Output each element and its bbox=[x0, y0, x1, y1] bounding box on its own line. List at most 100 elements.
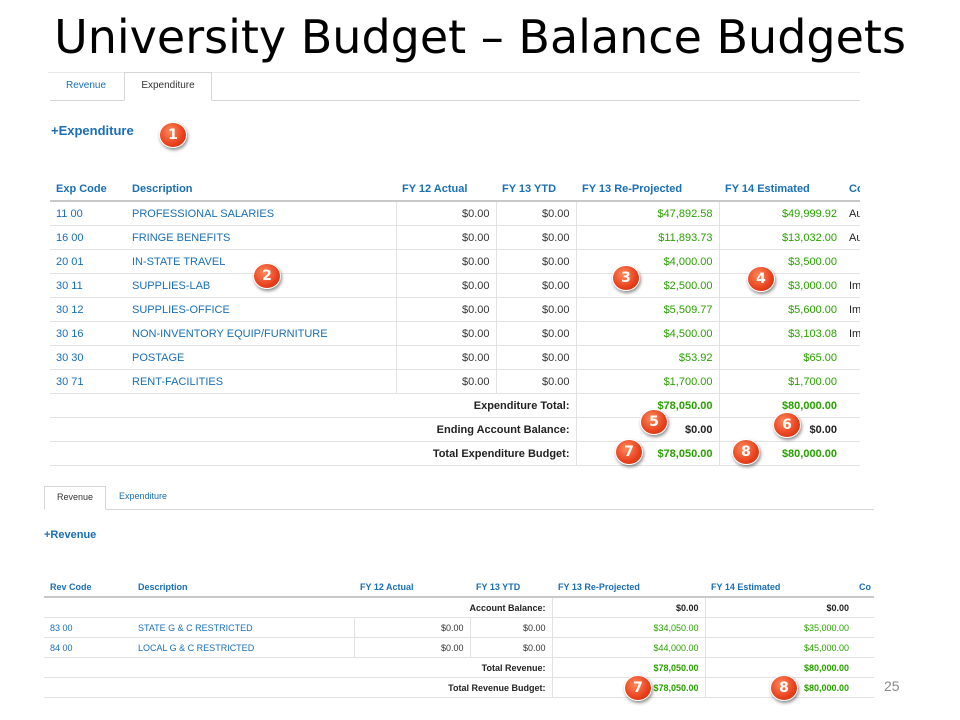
column-header[interactable]: Description bbox=[126, 178, 396, 202]
comment-cell[interactable]: Au bbox=[843, 225, 860, 250]
description-cell[interactable]: LOCAL G & C RESTRICTED bbox=[132, 637, 354, 658]
page-number: 25 bbox=[884, 678, 900, 694]
fy13-reprojected-cell[interactable]: $44,000.00 bbox=[551, 637, 705, 658]
column-header[interactable]: Description bbox=[132, 577, 354, 598]
comment-cell[interactable]: Au bbox=[843, 201, 860, 226]
fy12-actual-cell[interactable]: $0.00 bbox=[395, 201, 496, 226]
fy13-reprojected-cell[interactable]: $2,500.00 bbox=[575, 273, 719, 298]
description-cell[interactable]: NON-INVENTORY EQUIP/FURNITURE bbox=[126, 321, 396, 346]
tab-revenue[interactable]: Revenue bbox=[65, 80, 107, 91]
exp-code-cell[interactable]: 11 00 bbox=[50, 201, 126, 226]
comment-cell[interactable]: Im bbox=[843, 297, 860, 322]
description-cell[interactable]: RENT-FACILITIES bbox=[126, 369, 396, 394]
fy13-reprojected-cell[interactable]: $4,500.00 bbox=[575, 321, 719, 346]
empty-cell bbox=[855, 637, 874, 658]
column-header[interactable]: Co bbox=[843, 178, 860, 202]
fy13-ytd-cell[interactable]: $0.00 bbox=[469, 617, 552, 638]
fy13-ytd-cell[interactable]: $0.00 bbox=[495, 273, 576, 298]
fy12-actual-cell[interactable]: $0.00 bbox=[395, 249, 496, 274]
fy13-ytd-cell[interactable]: $0.00 bbox=[495, 201, 576, 226]
slide-title: University Budget – Balance Budgets bbox=[54, 10, 906, 64]
fy13-reprojected-cell[interactable]: $11,893.73 bbox=[575, 225, 719, 250]
callout-badge: 3 bbox=[612, 265, 640, 291]
fy13-reprojected-cell[interactable]: $34,050.00 bbox=[551, 617, 705, 638]
fy13-ytd-cell[interactable]: $0.00 bbox=[469, 637, 552, 658]
callout-badge: 8 bbox=[732, 439, 760, 465]
fy12-actual-cell[interactable]: $0.00 bbox=[395, 345, 496, 370]
exp-code-cell[interactable]: 30 12 bbox=[50, 297, 126, 322]
fy13-ytd-cell[interactable]: $0.00 bbox=[495, 345, 576, 370]
fy12-actual-cell[interactable]: $0.00 bbox=[353, 617, 470, 638]
description-cell[interactable]: STATE G & C RESTRICTED bbox=[132, 617, 354, 638]
fy13-reprojected-cell[interactable]: $4,000.00 bbox=[575, 249, 719, 274]
exp-code-cell[interactable]: 20 01 bbox=[50, 249, 126, 274]
tab-revenue[interactable]: Revenue bbox=[44, 486, 106, 510]
fy14-estimated-cell[interactable]: $5,600.00 bbox=[718, 297, 843, 322]
fy14-estimated-cell[interactable]: $13,032.00 bbox=[718, 225, 843, 250]
exp-code-cell[interactable]: 30 16 bbox=[50, 321, 126, 346]
table-row: 11 00 PROFESSIONAL SALARIES $0.00 $0.00 $47,… bbox=[50, 201, 860, 226]
fy13-reprojected-cell[interactable]: $53.92 bbox=[575, 345, 719, 370]
fy14-estimated-cell[interactable]: $3,103.08 bbox=[718, 321, 843, 346]
total-row: Total Revenue: $78,050.00 $80,000.00 bbox=[44, 657, 874, 678]
column-header[interactable]: Rev Code bbox=[44, 577, 132, 598]
column-header[interactable]: FY 13 YTD bbox=[496, 178, 576, 202]
comment-cell[interactable] bbox=[843, 249, 860, 274]
column-header[interactable]: FY 13 YTD bbox=[470, 577, 552, 598]
column-header[interactable]: Co bbox=[855, 577, 874, 598]
fy13-ytd-cell[interactable]: $0.00 bbox=[495, 297, 576, 322]
comment-cell[interactable] bbox=[843, 369, 860, 394]
column-header[interactable]: FY 13 Re-Projected bbox=[552, 577, 705, 598]
fy12-actual-cell[interactable]: $0.00 bbox=[395, 273, 496, 298]
column-header[interactable]: FY 13 Re-Projected bbox=[576, 178, 719, 202]
description-cell[interactable]: FRINGE BENEFITS bbox=[126, 225, 396, 250]
fy13-ytd-cell[interactable]: $0.00 bbox=[495, 225, 576, 250]
add-expenditure-link[interactable]: +Expenditure bbox=[51, 123, 134, 138]
fy13-reprojected-cell[interactable]: $5,509.77 bbox=[575, 297, 719, 322]
exp-code-cell[interactable]: 16 00 bbox=[50, 225, 126, 250]
fy13-reprojected-cell[interactable]: $1,700.00 bbox=[575, 369, 719, 394]
column-header[interactable]: FY 14 Estimated bbox=[719, 178, 843, 202]
description-cell[interactable]: PROFESSIONAL SALARIES bbox=[126, 201, 396, 226]
fy13-ytd-cell[interactable]: $0.00 bbox=[495, 249, 576, 274]
table-header-row: Exp Code Description FY 12 Actual FY 13 … bbox=[50, 178, 860, 202]
description-cell[interactable]: SUPPLIES-OFFICE bbox=[126, 297, 396, 322]
rev-code-cell[interactable]: 83 00 bbox=[44, 617, 132, 638]
fy12-actual-cell[interactable]: $0.00 bbox=[395, 369, 496, 394]
fy14-estimated-cell[interactable]: $1,700.00 bbox=[718, 369, 843, 394]
callout-badge: 5 bbox=[640, 409, 668, 435]
comment-cell[interactable] bbox=[843, 345, 860, 370]
comment-cell[interactable]: Im bbox=[843, 321, 860, 346]
fy14-estimated-cell[interactable]: $65.00 bbox=[718, 345, 843, 370]
exp-code-cell[interactable]: 30 71 bbox=[50, 369, 126, 394]
add-revenue-link[interactable]: +Revenue bbox=[44, 529, 97, 541]
exp-code-cell[interactable]: 30 11 bbox=[50, 273, 126, 298]
fy14-estimated-cell[interactable]: $49,999.92 bbox=[718, 201, 843, 226]
column-header[interactable]: FY 14 Estimated bbox=[705, 577, 855, 598]
fy14-estimated-cell[interactable]: $35,000.00 bbox=[704, 617, 855, 638]
fy13-reprojected-cell[interactable]: $47,892.58 bbox=[575, 201, 719, 226]
column-header[interactable]: FY 12 Actual bbox=[396, 178, 496, 202]
comment-cell[interactable]: Im bbox=[843, 273, 860, 298]
column-header[interactable]: Exp Code bbox=[50, 178, 126, 202]
empty-cell bbox=[843, 441, 860, 466]
fy14-estimated-cell[interactable]: $45,000.00 bbox=[704, 637, 855, 658]
total-row: Expenditure Total: $78,050.00 $80,000.00 bbox=[50, 393, 860, 418]
total-label: Expenditure Total: bbox=[50, 393, 576, 418]
fy12-actual-cell[interactable]: $0.00 bbox=[353, 637, 470, 658]
fy12-actual-cell[interactable]: $0.00 bbox=[395, 225, 496, 250]
tab-expenditure[interactable]: Expenditure bbox=[124, 72, 212, 101]
empty-cell bbox=[855, 657, 874, 678]
column-header[interactable]: FY 12 Actual bbox=[354, 577, 470, 598]
rev-code-cell[interactable]: 84 00 bbox=[44, 637, 132, 658]
fy14-estimated-cell[interactable]: $3,000.00 bbox=[718, 273, 843, 298]
fy13-ytd-cell[interactable]: $0.00 bbox=[495, 321, 576, 346]
fy14-estimated-cell[interactable]: $3,500.00 bbox=[718, 249, 843, 274]
exp-code-cell[interactable]: 30 30 bbox=[50, 345, 126, 370]
fy13-ytd-cell[interactable]: $0.00 bbox=[495, 369, 576, 394]
tab-expenditure[interactable]: Expenditure bbox=[118, 491, 168, 501]
account-balance-fy13: $0.00 bbox=[551, 597, 705, 618]
fy12-actual-cell[interactable]: $0.00 bbox=[395, 297, 496, 322]
description-cell[interactable]: POSTAGE bbox=[126, 345, 396, 370]
fy12-actual-cell[interactable]: $0.00 bbox=[395, 321, 496, 346]
